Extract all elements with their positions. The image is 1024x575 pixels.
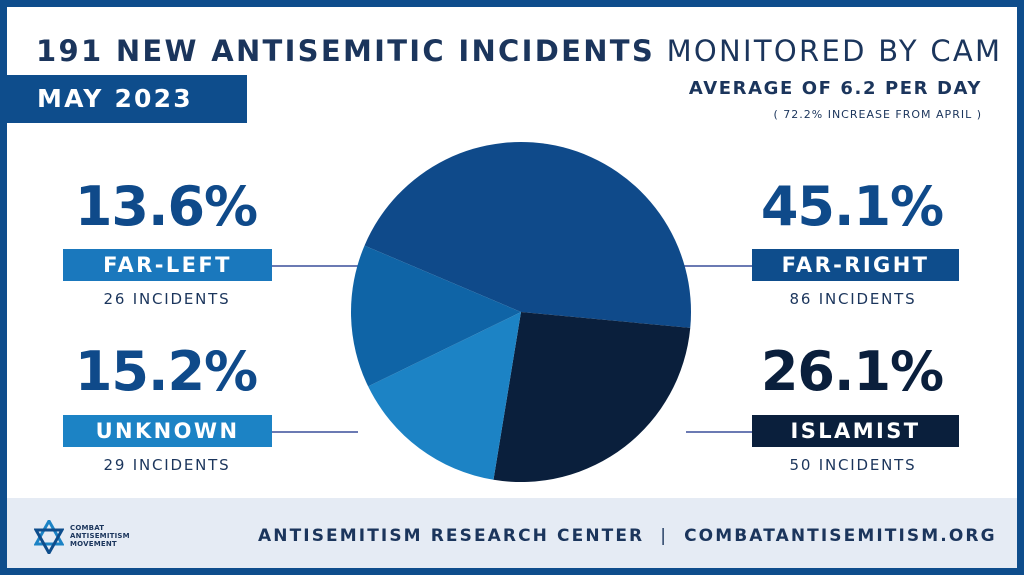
unknown-percent: 15.2% [74,340,258,403]
far-right-percent: 45.1% [760,175,944,238]
pie-slice-far-left [350,245,521,387]
pie-slice-far-right [364,141,692,328]
far-left-percent: 13.6% [74,175,258,238]
website-link[interactable]: COMBATANTISEMITISM.ORG [684,526,997,546]
title-light: MONITORED BY CAM [666,34,1003,68]
footer-band [7,498,1017,568]
footer-credit: ANTISEMITISM RESEARCH CENTER | COMBATANTIS… [258,526,995,552]
average-per-day: AVERAGE OF 6.2 PER DAY [688,78,982,99]
islamist-percent: 26.1% [760,340,944,403]
page-title: 191 NEW ANTISEMITIC INCIDENTS MONITORED … [36,34,1000,74]
islamist-count: 50 INCIDENTS [789,456,917,474]
research-center-label: ANTISEMITISM RESEARCH CENTER [258,526,645,546]
logo-text-line: COMBAT [70,524,105,532]
pie-slice-islamist [493,312,691,483]
far-left-count: 26 INCIDENTS [103,290,231,308]
month-banner: MAY 2023 [7,75,247,123]
logo-text-line: ANTISEMITISM [70,532,130,540]
title-bold: 191 NEW ANTISEMITIC INCIDENTS [36,34,656,68]
logo-text: COMBAT ANTISEMITISM MOVEMENT [70,524,150,548]
far-right-count: 86 INCIDENTS [789,290,917,308]
unknown-label: UNKNOWN [63,415,272,447]
footer-separator: | [660,526,669,546]
unknown-count: 29 INCIDENTS [103,456,231,474]
logo-text-line: MOVEMENT [70,540,117,548]
islamist-label: ISLAMIST [752,415,959,447]
far-right-label: FAR-RIGHT [752,249,959,281]
star-of-david-icon [34,520,64,554]
far-left-label: FAR-LEFT [63,249,272,281]
increase-note: ( 72.2% INCREASE FROM APRIL ) [773,108,982,121]
pie-slice-unknown [368,312,521,480]
